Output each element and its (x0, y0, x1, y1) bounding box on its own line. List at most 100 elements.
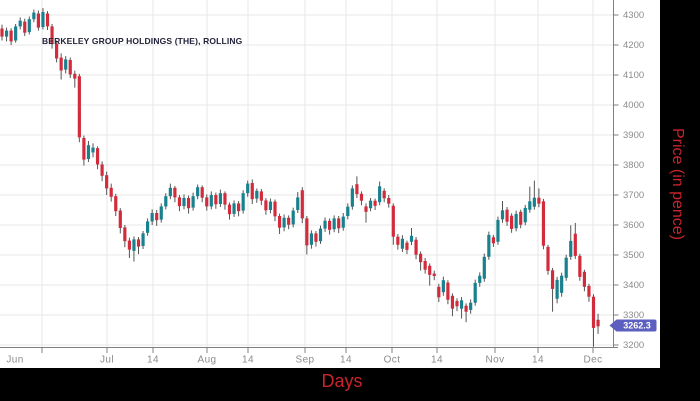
candle (246, 180, 250, 197)
candle (519, 209, 523, 229)
candle (0, 24, 4, 41)
candle (459, 297, 464, 319)
candle (186, 195, 191, 214)
x-axis-title: Days (321, 371, 363, 391)
axis-tick-labels: 4300 4200 4100 4000 3900 3800 3700 3600 3500 3400… (6, 10, 644, 365)
candle (9, 28, 13, 45)
candle (127, 237, 131, 258)
candle (73, 70, 77, 88)
candle (505, 207, 509, 226)
candle (373, 198, 377, 210)
x-tick-label: Jul (100, 355, 114, 366)
candle (409, 228, 414, 246)
candle (259, 189, 263, 206)
y-tick-label: 4000 (623, 100, 644, 111)
candle (82, 135, 86, 166)
candle (450, 293, 455, 317)
price-marker-tag (609, 319, 657, 332)
x-tick-label: 14 (431, 355, 443, 366)
candle (328, 218, 332, 235)
candle (364, 203, 368, 223)
candle (523, 204, 527, 226)
candle (309, 230, 313, 249)
candle (455, 298, 459, 312)
x-tick-label: Sep (296, 355, 315, 366)
candle (268, 198, 273, 214)
candle (27, 16, 31, 35)
candle (282, 214, 286, 232)
candle (382, 188, 386, 203)
candle (510, 213, 514, 233)
candle (405, 240, 409, 255)
x-tick-label: 14 (242, 355, 254, 366)
candle (218, 189, 222, 207)
candle (214, 192, 218, 209)
candle (378, 181, 382, 206)
candle (146, 218, 150, 236)
candle (209, 191, 213, 210)
candle (168, 183, 172, 200)
y-tick-label: 3300 (623, 310, 644, 321)
candle (155, 210, 159, 226)
candle (200, 185, 204, 203)
candle (355, 176, 359, 198)
candle (264, 198, 268, 215)
candle (428, 263, 432, 286)
candle (305, 216, 309, 255)
y-tick-label: 3400 (623, 280, 644, 291)
candle (582, 269, 586, 292)
candle (64, 56, 68, 74)
candle (578, 253, 582, 281)
candle (332, 215, 336, 233)
candle (277, 213, 282, 234)
candle (550, 267, 555, 312)
candle (32, 9, 36, 23)
candle (573, 222, 577, 259)
candle (14, 24, 18, 43)
candle (391, 203, 395, 245)
candle (173, 186, 177, 203)
candlestick-chart: 4300 4200 4100 4000 3900 3800 3700 3600 3500 3400… (0, 0, 657, 366)
candle (296, 192, 300, 213)
candle (514, 210, 518, 232)
candle (478, 272, 482, 287)
candle (123, 225, 127, 248)
y-tick-label: 3600 (623, 220, 644, 231)
candle (587, 283, 591, 302)
candle (59, 53, 63, 80)
gridlines (0, 0, 619, 353)
candle (368, 198, 373, 212)
candle (91, 143, 95, 158)
candle (496, 216, 500, 245)
candle (241, 190, 245, 214)
candle (528, 186, 532, 213)
candle (86, 141, 91, 162)
candle (555, 276, 559, 304)
candle (177, 195, 182, 212)
candle (118, 208, 122, 234)
candle (95, 146, 100, 170)
candle (564, 254, 568, 281)
candle (469, 299, 473, 314)
candle (100, 161, 104, 182)
candle (273, 199, 277, 222)
candle (36, 10, 40, 31)
x-tick-label: 14 (532, 355, 544, 366)
candle (532, 180, 536, 210)
candle (136, 237, 141, 255)
y-tick-label: 3900 (623, 130, 644, 141)
y-tick-label: 3700 (623, 190, 644, 201)
candle (437, 283, 441, 303)
candle (491, 234, 495, 247)
candle (487, 231, 491, 260)
candle (159, 203, 163, 223)
candle (482, 253, 486, 282)
candle (423, 258, 427, 274)
candle (341, 213, 345, 231)
candle (232, 200, 236, 217)
candle (569, 225, 573, 260)
candle (400, 235, 404, 252)
candle (596, 313, 600, 334)
x-tick-label: Aug (198, 355, 217, 366)
